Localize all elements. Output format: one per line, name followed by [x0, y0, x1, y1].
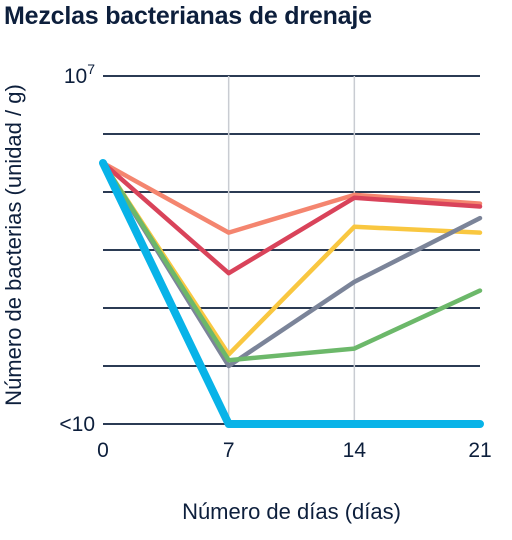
y-axis-title: Número de bacterias (unidad / g) [1, 84, 26, 406]
series-line-1 [103, 163, 480, 233]
x-tick-label-7: 7 [223, 439, 235, 462]
x-tick-labels: 0 7 14 21 [97, 439, 492, 462]
y-tick-label-2: <10 [59, 413, 95, 436]
y-tick-labels: 107 <10 [59, 61, 95, 436]
x-tick-label-14: 14 [343, 439, 367, 462]
x-tick-label-0: 0 [97, 439, 109, 462]
y-tick-label-1: 107 [64, 61, 95, 88]
series-lines [103, 163, 480, 424]
x-axis-title: Número de días (días) [182, 499, 401, 524]
x-tick-label-21: 21 [468, 439, 491, 462]
